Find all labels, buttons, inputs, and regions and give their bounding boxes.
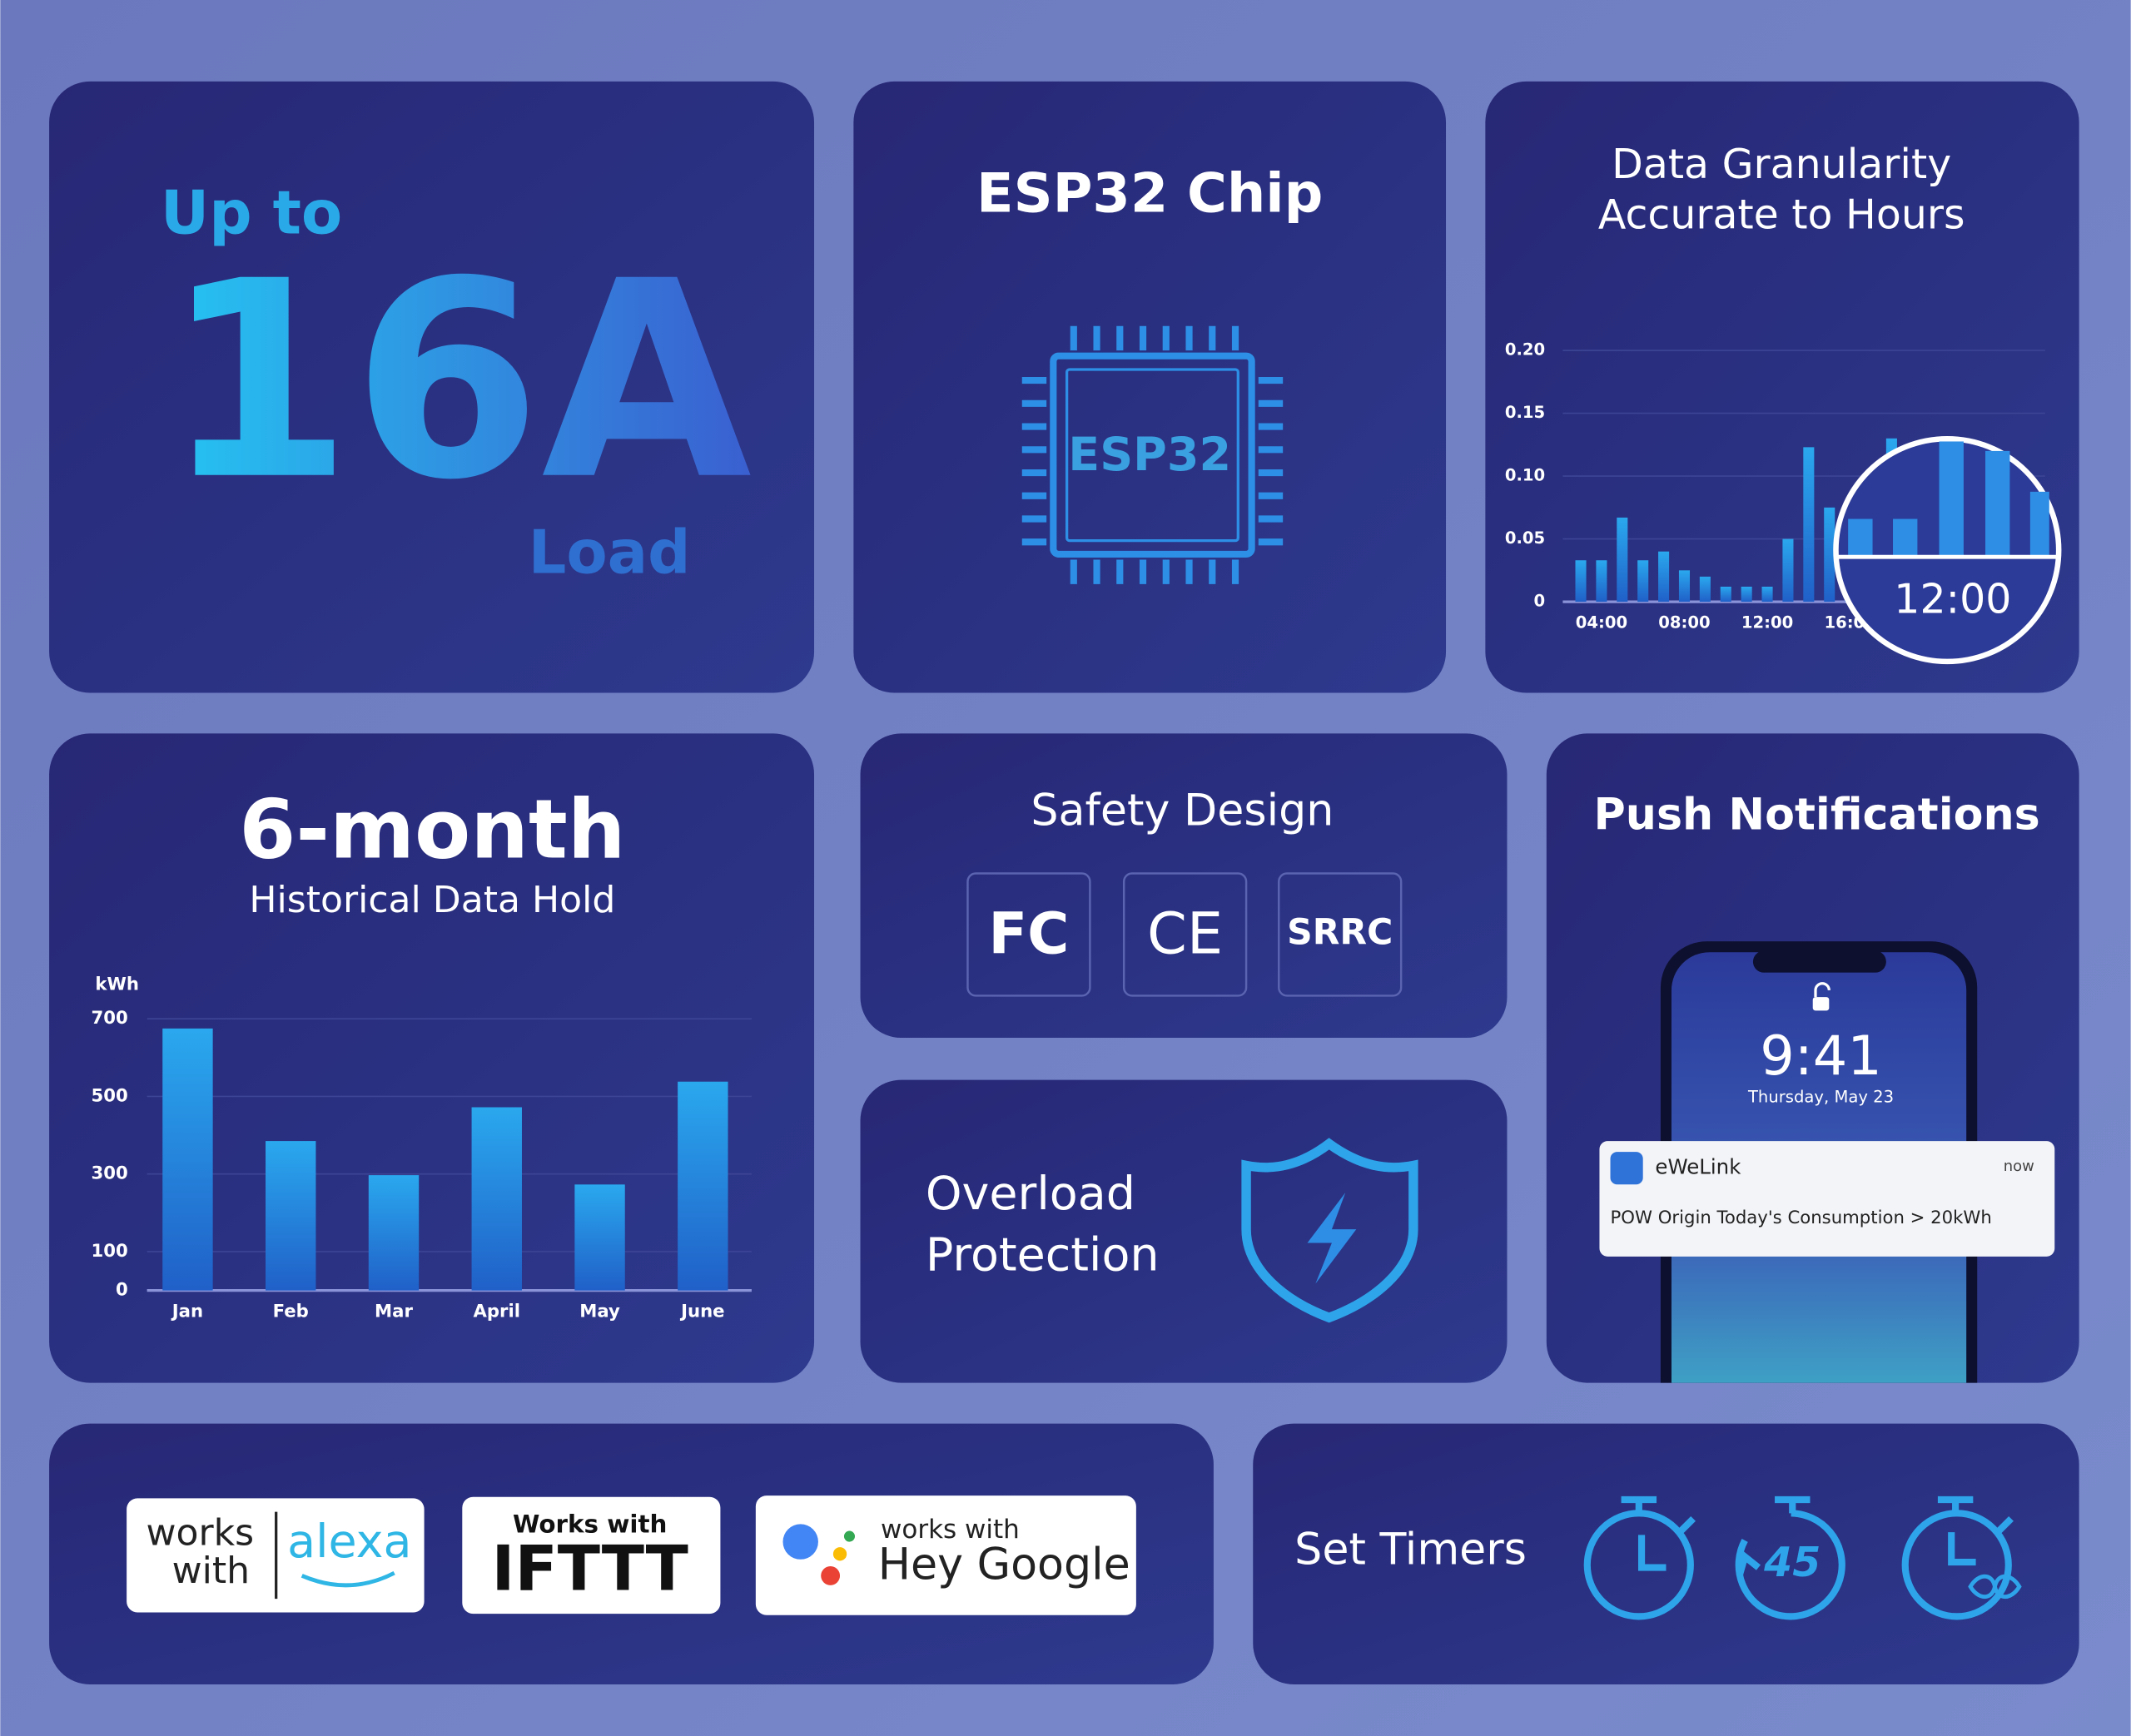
- bar: [1782, 538, 1794, 603]
- x-tick-label: April: [473, 1302, 520, 1322]
- y-tick-label: 300: [91, 1163, 127, 1184]
- alexa-logo: alexa: [287, 1515, 411, 1569]
- phone-date: Thursday, May 23: [1747, 1087, 1894, 1106]
- y-tick-label: 500: [91, 1085, 127, 1106]
- annotation: 12:00: [1894, 576, 2011, 623]
- timers-title: Set Timers: [1294, 1525, 1527, 1575]
- y-tick-label: 100: [91, 1241, 127, 1262]
- timer-countdown: 45: [1763, 1539, 1821, 1586]
- alexa-text: works: [146, 1511, 254, 1554]
- safety-title: Safety Design: [1031, 786, 1334, 836]
- logo-box: [462, 1496, 721, 1614]
- alexa-smile: [301, 1570, 395, 1588]
- push-title: Push Notifications: [1594, 791, 2040, 841]
- bar: [1637, 560, 1649, 603]
- x-tick-label: 08:00: [1658, 613, 1710, 632]
- bar: [1741, 586, 1752, 603]
- notification-message: POW Origin Today's Consumption > 20kWh: [1611, 1208, 1992, 1228]
- shield-icon: [1241, 1138, 1418, 1323]
- magnifier: 12:00: [1833, 435, 2062, 665]
- x-tick-label: May: [579, 1302, 620, 1322]
- chip-label: ESP32: [1068, 428, 1231, 482]
- load-value: 16A: [163, 223, 753, 539]
- app-icon: [1610, 1152, 1643, 1185]
- y-tick-label: 0.15: [1505, 403, 1545, 422]
- bar: [1658, 551, 1670, 603]
- logo-box: [755, 1495, 1136, 1615]
- bar: [574, 1184, 625, 1291]
- notification-app: eWeLink: [1655, 1155, 1741, 1179]
- card: [1253, 1423, 2079, 1684]
- card: [49, 81, 815, 693]
- y-tick-label: 700: [91, 1008, 127, 1029]
- y-tick-label: 0.10: [1505, 466, 1545, 485]
- bar: [1575, 560, 1587, 603]
- load-suffix: Load: [529, 518, 691, 588]
- ifttt-logo: IFTTT: [492, 1532, 688, 1605]
- bar: [1761, 586, 1773, 603]
- x-tick-label: Mar: [375, 1302, 413, 1322]
- ifttt-text: Works with: [513, 1510, 667, 1539]
- overload-text: Overload: [926, 1167, 1135, 1221]
- bar: [162, 1028, 213, 1291]
- alexa-text: with: [172, 1550, 250, 1592]
- overload-text: Protection: [926, 1228, 1160, 1282]
- cert-mark: SRRC: [1287, 912, 1393, 953]
- bar: [1699, 576, 1711, 603]
- x-tick-label: June: [679, 1302, 724, 1322]
- notification-time: now: [2004, 1158, 2034, 1175]
- bar: [1824, 507, 1835, 603]
- bar: [1678, 570, 1691, 603]
- cert-boxes: [966, 872, 1403, 997]
- bar: [368, 1175, 420, 1291]
- history-headline: 6-month: [239, 783, 625, 878]
- card: [853, 81, 1447, 693]
- google-dots: [782, 1524, 856, 1585]
- bar: [1803, 447, 1815, 603]
- chip-icon: [1021, 325, 1284, 584]
- x-tick-label: 04:00: [1576, 613, 1627, 632]
- bar: [678, 1081, 728, 1291]
- x-tick-label: 12:00: [1741, 613, 1793, 632]
- y-tick-label: 0: [1534, 592, 1546, 611]
- timer-icons: [1583, 1495, 2022, 1620]
- granularity-title: Accurate to Hours: [1598, 191, 1965, 239]
- x-tick-label: Feb: [273, 1302, 309, 1322]
- phone-time: 9:41: [1760, 1024, 1882, 1088]
- google-text: works with: [881, 1515, 1020, 1545]
- y-tick-label: 0.05: [1505, 528, 1545, 548]
- x-tick-label: Jan: [171, 1302, 203, 1322]
- load-prefix: Up to: [161, 178, 342, 248]
- bar: [471, 1107, 522, 1291]
- granularity-title: Data Granularity: [1612, 141, 1951, 188]
- y-tick-label: 0: [116, 1280, 128, 1301]
- chip-title: ESP32 Chip: [976, 162, 1323, 226]
- bar: [1720, 586, 1731, 603]
- y-tick-label: 0.20: [1505, 340, 1545, 360]
- notification: [1599, 1141, 2055, 1257]
- google-logo: Hey Google: [878, 1540, 1130, 1590]
- history-subtitle: Historical Data Hold: [249, 879, 615, 921]
- cert-mark: CE: [1147, 900, 1223, 967]
- bar: [1596, 560, 1607, 603]
- bar: [1617, 517, 1628, 603]
- bar: [266, 1141, 316, 1291]
- card: [860, 733, 1508, 1039]
- cert-mark: FC: [988, 900, 1069, 967]
- y-axis-label: kWh: [95, 974, 139, 994]
